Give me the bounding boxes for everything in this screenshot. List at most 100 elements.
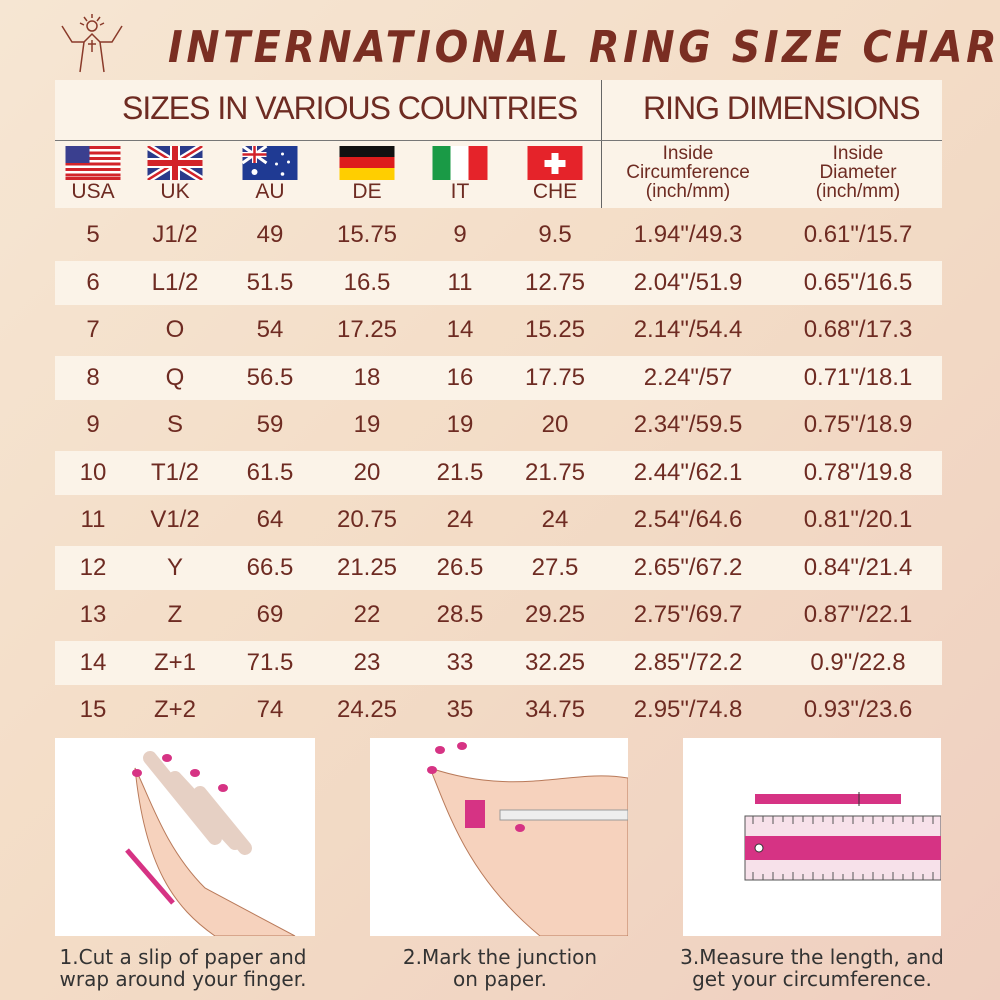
usa-flag-icon [65,146,121,180]
table-cell: 5 [86,221,100,248]
table-cell: Q [165,363,185,391]
table-cell: 11 [447,268,473,296]
table-cell: 28.5 [436,601,484,628]
table-cell: J1/2 [152,221,198,248]
step-2-illustration [370,738,629,937]
table-cell: 2.75"/69.7 [633,601,743,628]
table-cell: 29.25 [524,601,586,628]
table-row: 8 Q 56.5 18 16 17.75 2.24"/57 0.71"/18.1 [55,355,942,400]
table-cell: Z [167,601,183,628]
table-cell: 23 [353,648,381,676]
table-cell: T1/2 [150,458,200,486]
table-cell: 1.94"/49.3 [633,221,743,248]
table-cell: 20 [541,411,569,438]
table-cell: 20.75 [336,506,398,533]
table-row: 10 T1/2 61.5 20 21.5 21.75 2.44"/62.1 0.78"/19.… [55,450,942,495]
table-cell: 0.84"/21.4 [803,553,913,581]
step-3-illustration [683,738,942,936]
table-cell: 0.61"/15.7 [803,221,913,248]
table-cell: 0.81"/20.1 [803,506,913,533]
table-header: SIZES IN VARIOUS COUNTRIES RING DIMENSIO… [55,80,942,208]
table-cell: 15 [79,696,107,723]
table-cell: 21.5 [436,458,484,486]
table-row: 14 Z+1 71.5 23 33 32.25 2.85"/72.2 0.9"/22.8 [55,640,942,685]
table-cell: 21.25 [336,553,398,581]
table-row: 11 V1/2 64 20.75 24 24 2.54"/64.6 0.81"/20.1 [55,498,942,542]
table-cell: 19 [446,411,474,438]
table-cell: 34.75 [524,696,586,723]
table-cell: 15.25 [524,316,586,343]
it-flag-icon [432,146,488,180]
table-cell: O [165,316,185,343]
table-cell: 35 [446,696,474,723]
table-cell: 17.75 [524,363,586,391]
table-cell: 69 [256,601,284,628]
table-cell: S [166,411,184,438]
table-cell: 9 [86,411,100,438]
au-flag-icon [242,146,298,180]
country-label: CHE [532,180,578,203]
table-cell: 17.25 [336,316,398,343]
logo-figure-icon [61,14,123,73]
table-row: 15 Z+2 74 24.25 35 34.75 2.95"/74.8 0.93"/23.6 [55,688,942,732]
table-cell: 7 [86,316,100,343]
table-cell: Y [166,553,184,581]
table-cell: 20 [353,458,381,486]
diameter-header: Inside Diameter (inch/mm) [815,143,901,202]
table-cell: 11 [80,506,106,533]
table-cell: 24 [541,506,569,533]
country-label: UK [160,180,190,203]
table-cell: 74 [256,696,284,723]
step-2-caption: 2.Mark the junction on paper. [402,945,598,991]
table-cell: 13 [79,601,107,628]
table-cell: 2.95"/74.8 [633,696,743,723]
table-cell: Z+1 [153,648,197,676]
table-row: 6 L1/2 51.5 16.5 11 12.75 2.04"/51.9 0.65"/16.5 [55,260,942,305]
table-cell: 24 [446,506,474,533]
table-row: 13 Z 69 22 28.5 29.25 2.75"/69.7 0.87"/22.1 [55,593,942,637]
table-row: 12 Y 66.5 21.25 26.5 27.5 2.65"/67.2 0.84"/21.4 [55,545,942,590]
table-cell: 66.5 [246,553,294,581]
table-cell: 21.75 [524,458,586,486]
table-cell: 12.75 [524,268,586,296]
table-cell: 0.93"/23.6 [803,696,913,723]
dimensions-section-title: RING DIMENSIONS [643,90,921,126]
table-cell: 2.54"/64.6 [633,506,743,533]
table-cell: 71.5 [246,648,294,676]
table-cell: 10 [79,458,107,486]
table-cell: 15.75 [336,221,398,248]
table-cell: 6 [86,268,100,296]
table-cell: 2.24"/57 [643,363,733,391]
table-cell: 0.9"/22.8 [810,648,906,676]
step-3-caption: 3.Measure the length, and get your circum… [680,945,944,991]
table-cell: 32.25 [524,648,586,676]
country-label: DE [352,180,382,203]
step-1-illustration [55,738,315,937]
table-cell: 2.85"/72.2 [633,648,743,676]
table-row: 9 S 59 19 19 20 2.34"/59.5 0.75"/18.9 [55,403,942,447]
table-cell: 33 [446,648,474,676]
country-label: USA [71,180,115,203]
table-cell: 16.5 [343,268,391,296]
table-cell: 9 [453,221,467,248]
circumference-header: Inside Circumference (inch/mm) [626,143,750,202]
table-cell: 18 [353,363,381,391]
de-flag-icon [339,146,395,180]
table-cell: Z+2 [153,696,197,723]
uk-flag-icon [147,146,203,180]
sizes-section-title: SIZES IN VARIOUS COUNTRIES [122,90,578,126]
table-cell: 0.78"/19.8 [803,458,913,486]
table-cell: 0.65"/16.5 [803,268,913,296]
table-cell: 22 [353,601,381,628]
table-cell: 0.75"/18.9 [803,411,913,438]
table-cell: 24.25 [336,696,398,723]
table-cell: 2.65"/67.2 [633,553,743,581]
table-cell: V1/2 [150,506,200,533]
che-flag-icon [527,146,583,180]
table-cell: 2.04"/51.9 [633,268,743,296]
chart-title: INTERNATIONAL RING SIZE CHART [168,22,1000,73]
table-cell: 26.5 [436,553,484,581]
step-1-caption: 1.Cut a slip of paper and wrap around you… [59,945,307,991]
table-cell: 59 [256,411,284,438]
table-row: 5 J1/2 49 15.75 9 9.5 1.94"/49.3 0.61"/15.7 [55,213,942,257]
